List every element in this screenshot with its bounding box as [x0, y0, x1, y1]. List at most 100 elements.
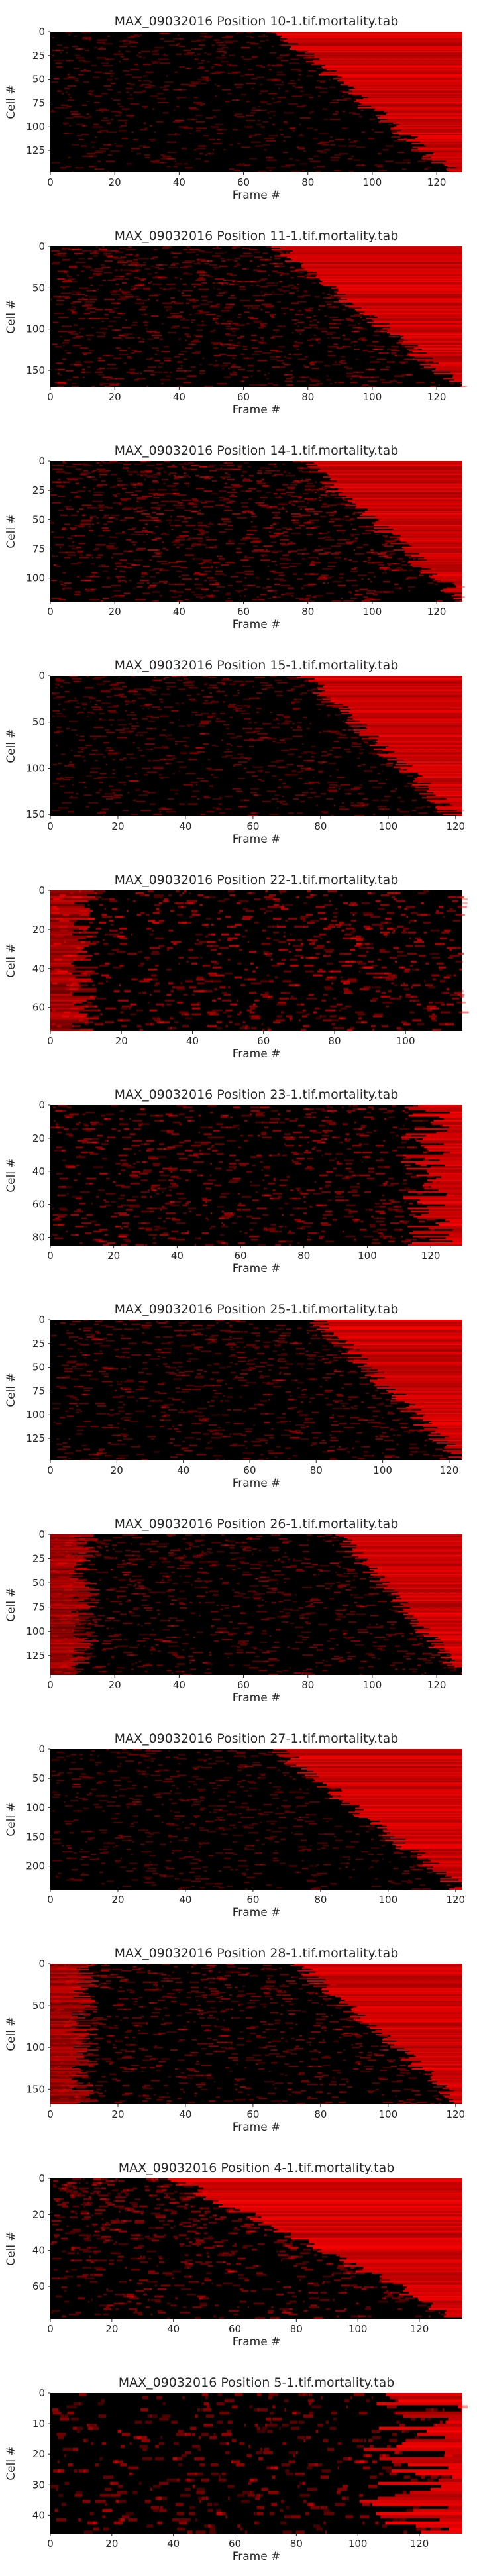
- heatmap-speckle: [456, 896, 464, 898]
- heatmap-speckle: [82, 125, 85, 127]
- heatmap-speckle: [132, 587, 136, 589]
- heatmap-speckle: [146, 914, 150, 916]
- heatmap-death-band: [378, 735, 462, 737]
- heatmap-speckle: [103, 943, 109, 945]
- heatmap-death-band: [428, 785, 462, 787]
- heatmap-speckle: [213, 798, 221, 800]
- heatmap-speckle: [144, 107, 147, 109]
- heatmap-speckle: [55, 303, 64, 305]
- heatmap-speckle: [352, 789, 358, 791]
- heatmap-speckle: [97, 484, 108, 486]
- heatmap-speckle: [307, 127, 313, 129]
- heatmap-speckle: [308, 70, 316, 72]
- heatmap-speckle: [406, 906, 415, 908]
- heatmap-speckle: [81, 972, 87, 975]
- heatmap-speckle: [343, 937, 353, 939]
- heatmap-speckle: [56, 471, 65, 473]
- heatmap-speckle: [81, 521, 91, 523]
- heatmap-speckle: [315, 492, 317, 494]
- heatmap-speckle: [223, 694, 227, 696]
- heatmap-speckle: [339, 808, 349, 810]
- heatmap-speckle: [299, 508, 302, 510]
- heatmap-speckle: [91, 523, 94, 525]
- heatmap-death-band: [394, 766, 462, 768]
- heatmap-speckle: [109, 378, 117, 380]
- heatmap-speckle: [261, 684, 265, 686]
- heatmap-speckle: [256, 708, 262, 710]
- heatmap-speckle: [368, 380, 377, 382]
- heatmap-speckle: [211, 712, 217, 714]
- heatmap-speckle: [106, 976, 112, 979]
- heatmap-early-band: [50, 966, 99, 969]
- heatmap-speckle: [383, 591, 391, 593]
- heatmap-death-band: [296, 54, 462, 56]
- heatmap-speckle: [182, 467, 187, 469]
- heatmap-speckle: [372, 553, 383, 555]
- heatmap-speckle: [125, 766, 132, 768]
- heatmap-speckle: [150, 507, 161, 509]
- heatmap-speckle: [115, 378, 124, 380]
- heatmap-speckle: [189, 314, 192, 316]
- heatmap-speckle: [271, 570, 276, 572]
- heatmap-speckle: [363, 764, 366, 765]
- heatmap-speckle: [134, 269, 141, 271]
- heatmap-speckle: [327, 753, 332, 755]
- heatmap-speckle: [227, 584, 233, 586]
- heatmap-speckle: [160, 533, 164, 535]
- heatmap-speckle: [121, 291, 131, 293]
- heatmap-speckle: [113, 99, 121, 101]
- heatmap-speckle: [131, 131, 134, 133]
- heatmap-speckle: [387, 927, 393, 930]
- heatmap-speckle: [283, 471, 287, 473]
- heatmap-speckle: [259, 682, 269, 684]
- heatmap-speckle: [366, 551, 374, 553]
- heatmap-speckle: [176, 378, 186, 380]
- heatmap-speckle: [380, 951, 386, 953]
- heatmap-speckle: [350, 804, 360, 806]
- heatmap-speckle: [246, 323, 250, 325]
- heatmap-speckle: [197, 270, 205, 272]
- heatmap-speckle: [262, 996, 270, 998]
- heatmap-speckle: [99, 510, 104, 511]
- heatmap-speckle: [297, 146, 299, 148]
- heatmap-speckle: [182, 531, 189, 533]
- heatmap-cells: [51, 676, 464, 817]
- heatmap-speckle: [109, 310, 116, 312]
- heatmap-speckle: [274, 679, 282, 681]
- heatmap-speckle: [82, 265, 91, 267]
- heatmap-speckle: [394, 162, 405, 164]
- heatmap-speckle: [109, 383, 115, 385]
- heatmap-speckle: [215, 95, 217, 97]
- heatmap-speckle: [138, 794, 148, 796]
- heatmap-speckle: [69, 97, 72, 99]
- heatmap-speckle: [197, 262, 200, 264]
- heatmap-speckle: [169, 590, 177, 592]
- heatmap-speckle: [227, 93, 232, 95]
- heatmap-death-band: [350, 715, 462, 717]
- heatmap-death-band: [375, 108, 462, 110]
- heatmap-speckle: [203, 743, 209, 745]
- heatmap-speckle: [348, 725, 352, 727]
- heatmap-death-band: [375, 515, 462, 517]
- heatmap-speckle: [166, 549, 169, 551]
- heatmap-speckle: [125, 50, 131, 52]
- y-tick-label: 100: [26, 323, 45, 335]
- heatmap-speckle: [372, 964, 378, 967]
- heatmap-speckle: [227, 598, 231, 600]
- heatmap-early-band: [50, 992, 72, 994]
- heatmap-speckle: [123, 507, 134, 509]
- heatmap-speckle: [324, 365, 330, 367]
- heatmap-speckle: [289, 678, 299, 680]
- heatmap-speckle: [276, 1003, 287, 1006]
- heatmap-speckle: [191, 544, 201, 546]
- heatmap-speckle: [86, 290, 96, 292]
- heatmap-speckle: [275, 351, 283, 352]
- heatmap-speckle: [291, 171, 301, 173]
- heatmap-speckle: [131, 288, 136, 290]
- heatmap-speckle: [118, 581, 121, 583]
- heatmap-speckle: [132, 694, 142, 695]
- heatmap-speckle: [51, 250, 60, 252]
- heatmap-speckle: [83, 794, 92, 796]
- heatmap-death-band: [399, 537, 462, 539]
- heatmap-speckle: [87, 507, 97, 509]
